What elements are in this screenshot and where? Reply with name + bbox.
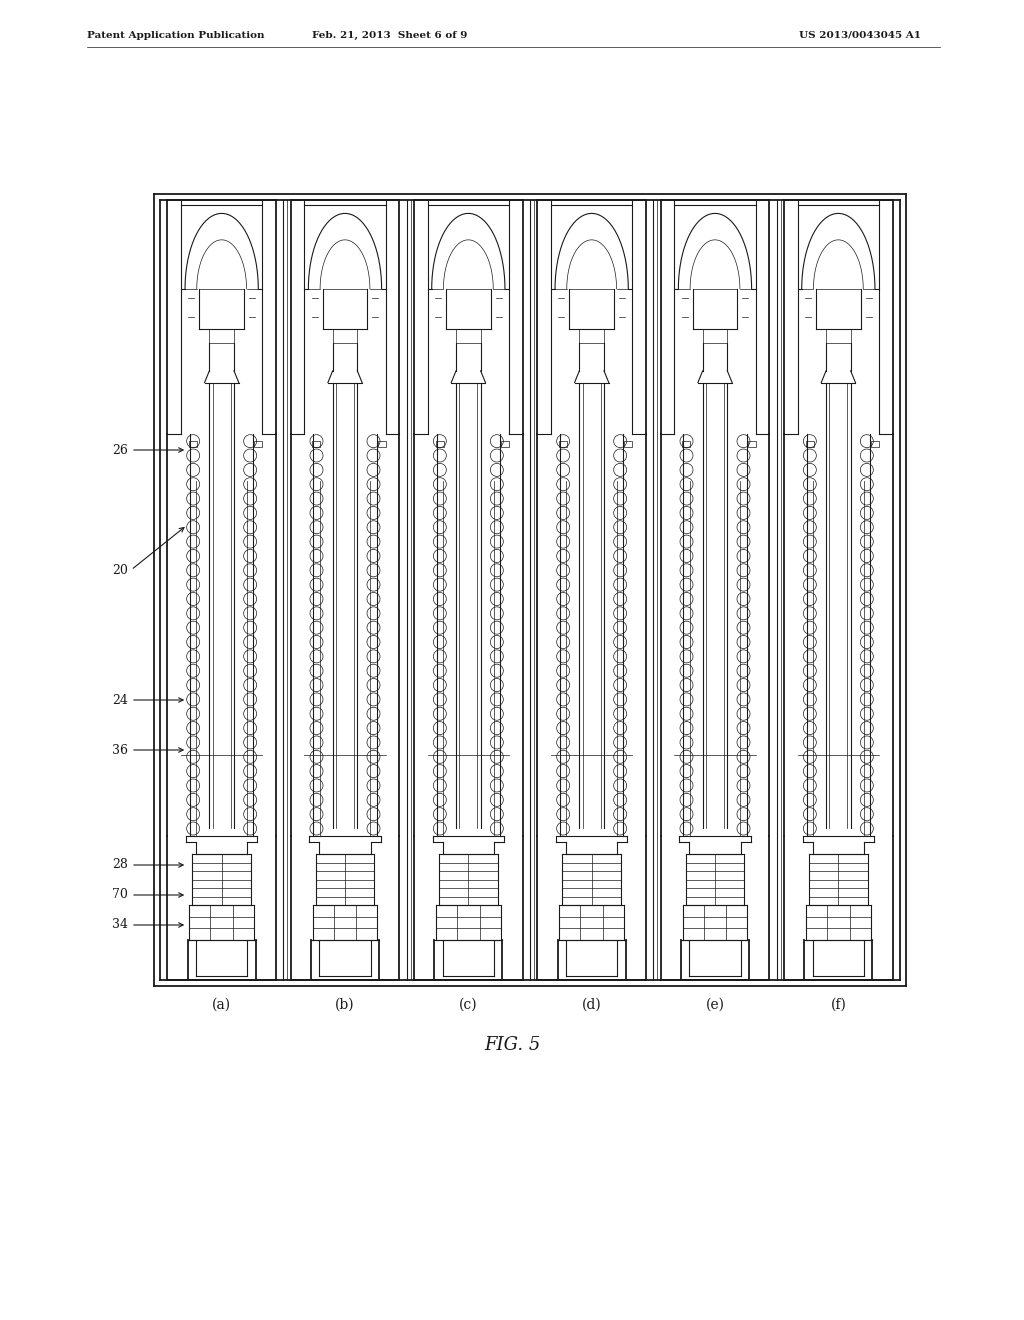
- Text: 26: 26: [112, 444, 128, 457]
- Text: 34: 34: [112, 919, 128, 932]
- Bar: [871, 441, 879, 447]
- Bar: [378, 441, 386, 447]
- Text: US 2013/0043045 A1: US 2013/0043045 A1: [799, 30, 921, 40]
- Text: FIG. 5: FIG. 5: [483, 1036, 541, 1053]
- Text: (c): (c): [459, 998, 477, 1012]
- Bar: [189, 441, 197, 447]
- Text: (a): (a): [212, 998, 231, 1012]
- Bar: [559, 441, 567, 447]
- Text: 36: 36: [112, 743, 128, 756]
- Text: 24: 24: [112, 693, 128, 706]
- Text: Feb. 21, 2013  Sheet 6 of 9: Feb. 21, 2013 Sheet 6 of 9: [312, 30, 468, 40]
- Text: (f): (f): [830, 998, 846, 1012]
- Bar: [312, 441, 321, 447]
- Bar: [748, 441, 756, 447]
- Bar: [254, 441, 262, 447]
- Bar: [625, 441, 632, 447]
- Text: (e): (e): [706, 998, 725, 1012]
- Text: Patent Application Publication: Patent Application Publication: [87, 30, 264, 40]
- Text: (b): (b): [335, 998, 354, 1012]
- Bar: [806, 441, 814, 447]
- Text: 28: 28: [112, 858, 128, 871]
- Text: (d): (d): [582, 998, 601, 1012]
- Bar: [501, 441, 509, 447]
- Bar: [682, 441, 690, 447]
- Text: 70: 70: [112, 888, 128, 902]
- Text: 20: 20: [112, 564, 128, 577]
- Bar: [435, 441, 443, 447]
